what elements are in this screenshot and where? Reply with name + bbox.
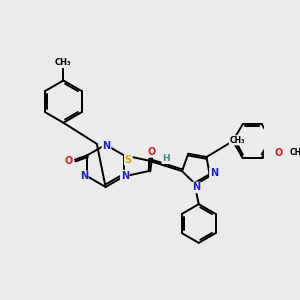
- Text: CH₃: CH₃: [230, 136, 245, 145]
- Text: N: N: [80, 171, 88, 182]
- Text: CH₃: CH₃: [55, 58, 72, 68]
- Text: S: S: [125, 155, 132, 165]
- Text: CH₃: CH₃: [290, 148, 300, 157]
- Text: O: O: [274, 148, 283, 158]
- Text: O: O: [65, 156, 73, 166]
- Text: N: N: [192, 182, 200, 192]
- Text: N: N: [121, 170, 129, 181]
- Text: N: N: [102, 142, 110, 152]
- Text: N: N: [210, 168, 218, 178]
- Text: O: O: [147, 147, 155, 157]
- Text: H: H: [162, 154, 170, 163]
